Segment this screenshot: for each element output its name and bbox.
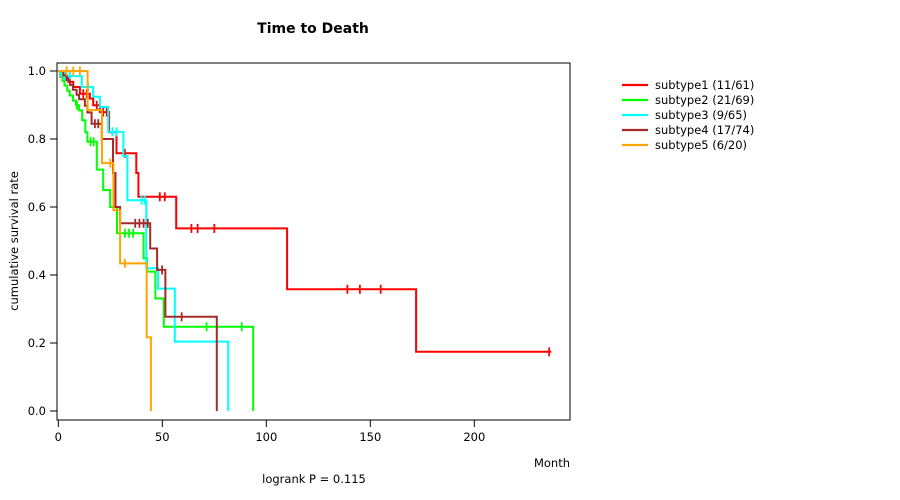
survival-curve-subtype5 [58,70,152,411]
x-tick-label: 150 [359,430,381,444]
y-tick-label: 0.0 [28,404,46,418]
legend-item-subtype2: subtype2 (21/69) [622,93,754,107]
y-axis-label: cumulative survival rate [7,171,21,311]
logrank-annotation: logrank P = 0.115 [262,472,366,486]
censor-marks-subtype4 [94,119,183,322]
x-tick-label: 100 [255,430,277,444]
y-tick-label: 1.0 [28,64,46,78]
x-axis-label: Month [534,456,570,470]
legend-label-subtype1: subtype1 (11/61) [655,78,754,92]
legend-label-subtype2: subtype2 (21/69) [655,93,754,107]
survival-curve-subtype3 [58,70,230,411]
survival-curve-subtype1 [58,70,552,353]
plot-title: Time to Death [257,21,369,37]
survival-curve-subtype4 [58,70,218,411]
legend: subtype1 (11/61)subtype2 (21/69)subtype3… [622,78,754,152]
y-tick-label: 0.8 [28,132,46,146]
x-tick-label: 200 [463,430,485,444]
y-tick-label: 0.6 [28,200,46,214]
survival-curve-subtype2 [58,70,255,411]
legend-label-subtype5: subtype5 (6/20) [655,138,747,152]
axis-ticks: 0 50 100 150 200 0.0 0.2 0.4 0.6 0.8 1.0 [28,64,486,444]
x-tick-label: 50 [155,430,170,444]
y-tick-label: 0.2 [28,336,46,350]
censor-marks-subtype2 [76,100,243,332]
x-tick-label: 0 [55,430,62,444]
legend-label-subtype3: subtype3 (9/65) [655,108,747,122]
y-tick-label: 0.4 [28,268,46,282]
plot-box [56,62,571,421]
legend-label-subtype4: subtype4 (17/74) [655,123,754,137]
legend-item-subtype5: subtype5 (6/20) [622,138,747,152]
censor-marks-subtype1 [82,89,551,357]
legend-item-subtype1: subtype1 (11/61) [622,78,754,92]
censor-marks-subtype5 [65,66,126,268]
legend-item-subtype3: subtype3 (9/65) [622,108,747,122]
survival-curves [58,66,552,411]
legend-item-subtype4: subtype4 (17/74) [622,123,754,137]
